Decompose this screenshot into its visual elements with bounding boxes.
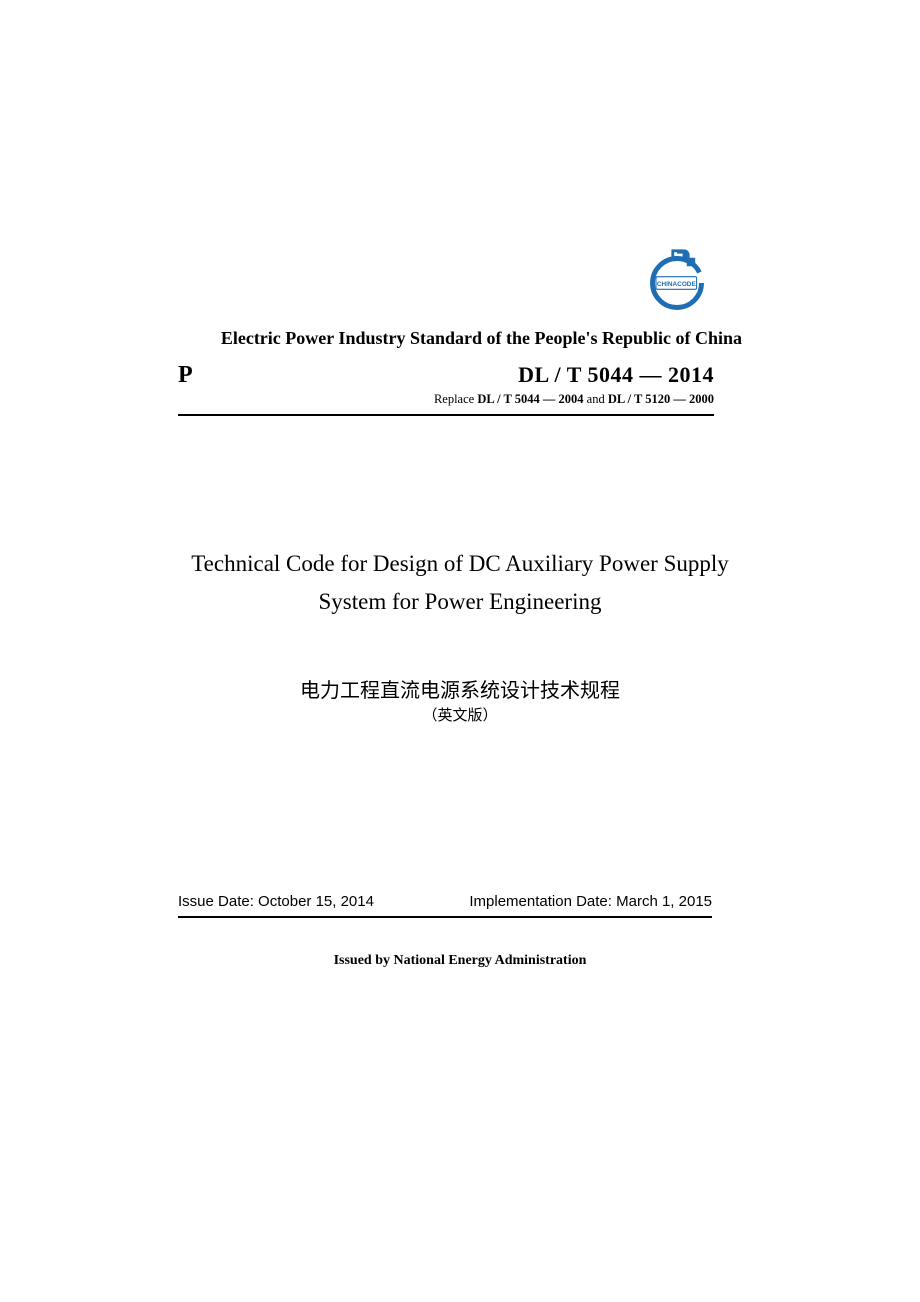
title-english: Technical Code for Design of DC Auxiliar… [178,545,742,621]
issued-by: Issued by National Energy Administration [178,953,742,969]
document-page: CHINACODE Electric Power Industry Standa… [178,0,742,1302]
replace-code-2: DL / T 5120 — 2000 [608,392,714,406]
chinacode-logo: CHINACODE [642,248,712,323]
replace-and: and [584,392,608,406]
standard-code-number: DL / T 5044 — 2014 [518,362,714,388]
replace-line: Replace DL / T 5044 — 2004 and DL / T 51… [434,392,714,407]
svg-text:CHINACODE: CHINACODE [657,281,697,288]
replace-code-1: DL / T 5044 — 2004 [477,392,583,406]
implementation-date-value: March 1, 2015 [616,893,712,910]
issue-date-label: Issue Date: [178,893,258,910]
chinacode-logo-icon: CHINACODE [642,248,712,318]
header-rule [178,414,714,416]
dates-rule [178,916,712,918]
industry-standard-line: Electric Power Industry Standard of the … [178,328,742,349]
replace-prefix: Replace [434,392,477,406]
implementation-date: Implementation Date: March 1, 2015 [469,893,712,910]
title-chinese: 电力工程直流电源系统设计技术规程 [178,674,742,703]
issue-date-value: October 15, 2014 [258,893,374,910]
version-chinese: （英文版） [178,704,742,725]
issue-date: Issue Date: October 15, 2014 [178,893,374,910]
dates-row: Issue Date: October 15, 2014 Implementat… [178,893,712,910]
p-marker: P [178,362,193,389]
implementation-date-label: Implementation Date: [469,893,616,910]
